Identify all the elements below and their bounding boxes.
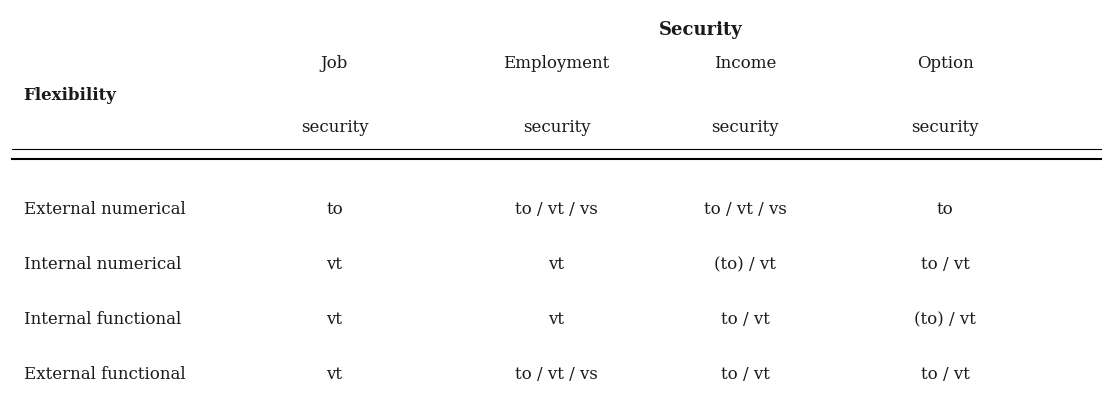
Text: to: to (326, 201, 343, 218)
Text: to / vt: to / vt (920, 256, 969, 273)
Text: security: security (711, 119, 779, 136)
Text: (to) / vt: (to) / vt (914, 311, 976, 328)
Text: vt: vt (326, 256, 343, 273)
Text: to / vt: to / vt (721, 366, 770, 383)
Text: vt: vt (326, 366, 343, 383)
Text: to / vt / vs: to / vt / vs (703, 201, 787, 218)
Text: Employment: Employment (503, 55, 610, 72)
Text: security: security (523, 119, 590, 136)
Text: to / vt: to / vt (920, 366, 969, 383)
Text: (to) / vt: (to) / vt (715, 256, 776, 273)
Text: Flexibility: Flexibility (23, 87, 117, 104)
Text: Job: Job (321, 55, 348, 72)
Text: Income: Income (715, 55, 777, 72)
Text: External numerical: External numerical (23, 201, 186, 218)
Text: to / vt: to / vt (721, 311, 770, 328)
Text: Internal functional: Internal functional (23, 311, 180, 328)
Text: Option: Option (917, 55, 974, 72)
Text: vt: vt (326, 311, 343, 328)
Text: Internal numerical: Internal numerical (23, 256, 181, 273)
Text: to / vt / vs: to / vt / vs (515, 366, 598, 383)
Text: security: security (912, 119, 979, 136)
Text: to / vt / vs: to / vt / vs (515, 201, 598, 218)
Text: vt: vt (549, 256, 564, 273)
Text: Security: Security (659, 21, 742, 39)
Text: vt: vt (549, 311, 564, 328)
Text: External functional: External functional (23, 366, 185, 383)
Text: to: to (937, 201, 954, 218)
Text: security: security (301, 119, 368, 136)
